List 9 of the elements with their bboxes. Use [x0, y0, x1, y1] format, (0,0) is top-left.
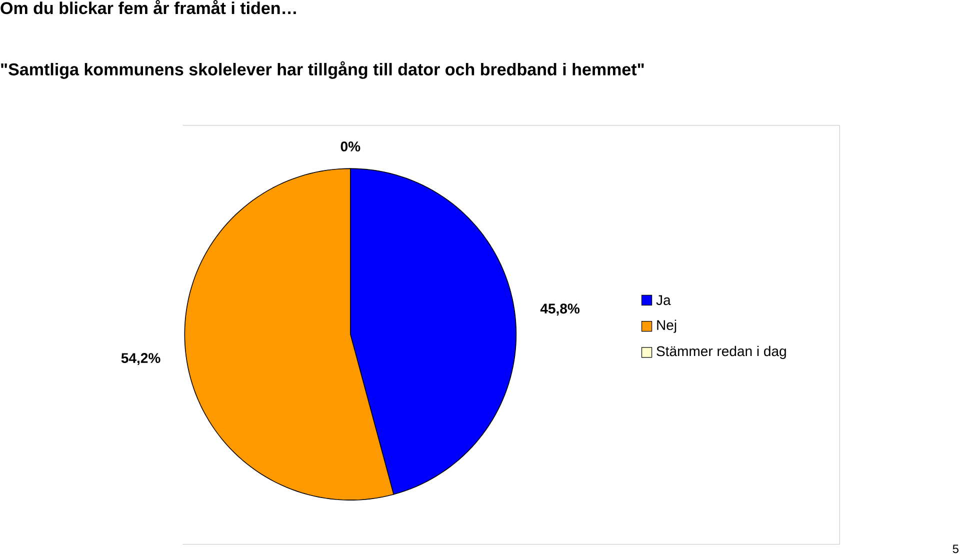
legend-label: Stämmer redan i dag: [656, 346, 786, 359]
data-label: 54,2%: [121, 352, 160, 365]
chart-subtitle: "Samtliga kommunens skolelever har tillgång till dator och bredband i hemmet": [1, 61, 644, 79]
legend-label: Ja: [656, 295, 671, 305]
text: 5: [952, 544, 958, 554]
legend-label: Nej: [657, 320, 676, 333]
text: 0%: [340, 141, 360, 152]
chart-title: Om du blickar fem år framåt i tiden…: [0, 0, 296, 14]
data-label: 45,8%: [540, 304, 580, 316]
